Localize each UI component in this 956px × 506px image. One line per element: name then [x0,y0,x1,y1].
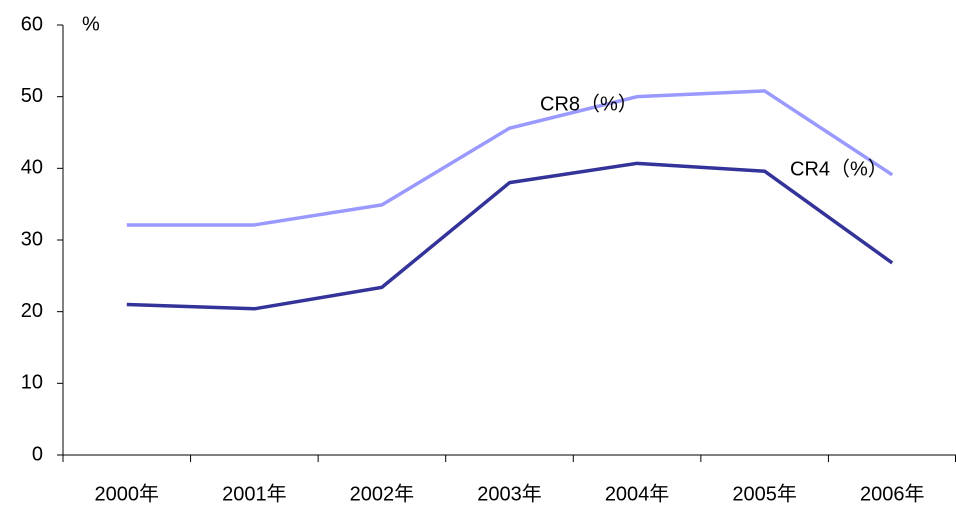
series-line [126,89,894,227]
y-tick-label: 10 [21,372,43,394]
y-axis-unit: % [82,13,100,35]
x-tick-label: 2000年 [95,482,160,505]
x-tick-label: 2001年 [222,482,287,505]
series-line [126,161,894,311]
x-tick-label: 2006年 [860,482,925,505]
series-label: CR4（%） [790,157,888,180]
y-tick-label: 40 [21,157,43,179]
series-label: CR8（%） [540,92,638,115]
x-tick-label: 2005年 [732,482,797,505]
y-tick-label: 20 [21,300,43,322]
y-tick-label: 0 [32,443,43,465]
x-tick-label: 2004年 [605,482,670,505]
y-tick-label: 50 [21,85,43,107]
x-tick-label: 2003年 [477,482,542,505]
y-tick-label: 60 [21,13,43,35]
y-tick-label: 30 [21,228,43,250]
x-tick-label: 2002年 [350,482,415,505]
